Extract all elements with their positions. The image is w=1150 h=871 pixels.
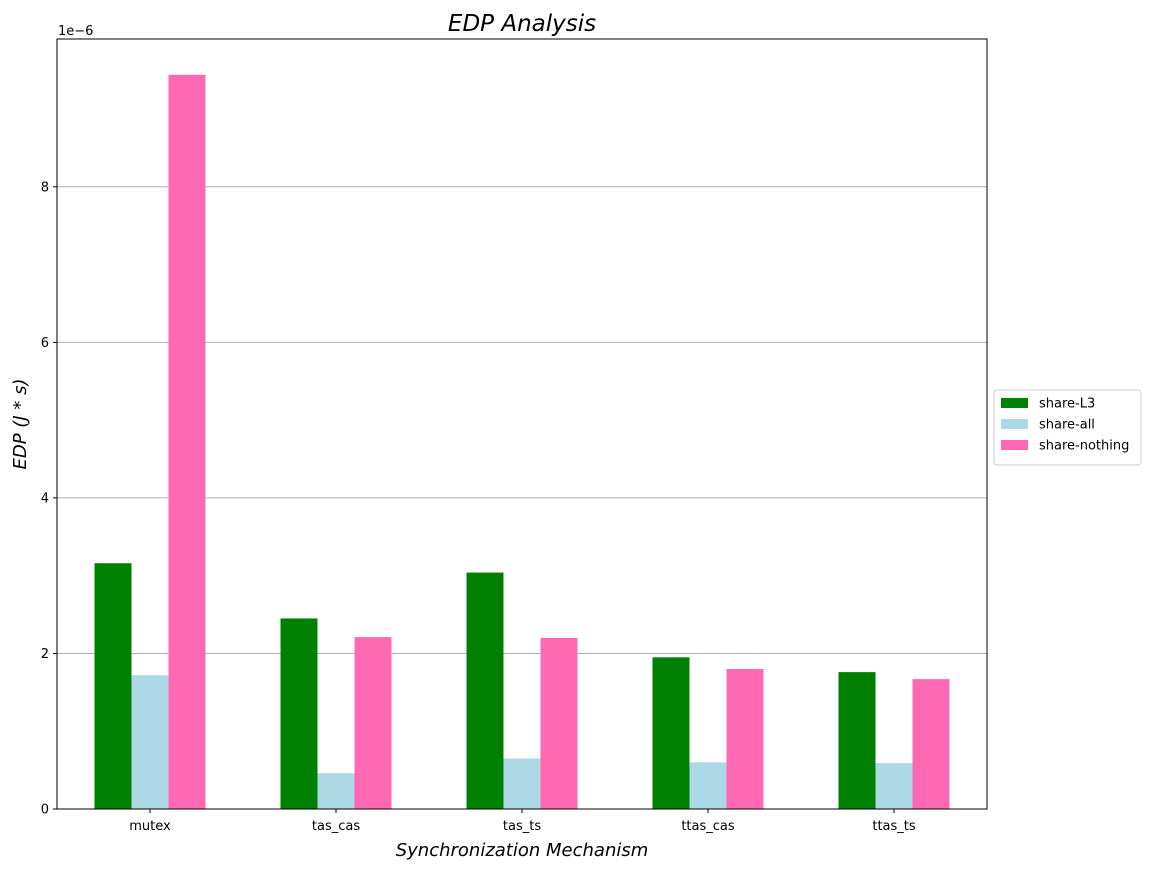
legend-frame: [993, 389, 1142, 466]
y-tick-label: 4: [41, 491, 49, 506]
bar-share-L3-tas_ts: [466, 572, 504, 809]
y-tick-label: 2: [41, 647, 49, 662]
y-tick-label: 6: [41, 336, 49, 351]
y-tick-label: 0: [41, 803, 49, 818]
y-tick-label: 8: [41, 180, 49, 195]
y-axis-ticks: 0 2 4 6 8: [41, 180, 57, 818]
bar-share-all-tas_ts: [503, 758, 541, 809]
legend: share-L3 share-all share-nothing: [993, 389, 1142, 466]
bar-share-nothing-mutex: [168, 74, 206, 810]
bar-share-nothing-ttas_cas: [726, 669, 764, 809]
bar-share-all-ttas_cas: [689, 762, 727, 809]
x-tick-label-tas_cas: tas_cas: [312, 819, 360, 834]
legend-label-share-nothing: share-nothing: [1039, 439, 1129, 454]
bar-share-all-tas_cas: [317, 773, 355, 809]
bar-share-L3-tas_cas: [280, 618, 318, 809]
legend-swatch-share-nothing: [1001, 440, 1028, 450]
y-axis-label: EDP (J * s): [10, 379, 31, 470]
bar-share-nothing-ttas_ts: [912, 679, 950, 809]
x-tick-label-ttas_ts: ttas_ts: [872, 819, 916, 834]
legend-label-share-L3: share-L3: [1039, 397, 1095, 412]
y-gridlines: [57, 186, 987, 654]
legend-label-share-all: share-all: [1039, 418, 1095, 433]
bars: [94, 74, 950, 810]
bar-share-nothing-tas_ts: [540, 637, 578, 809]
bar-share-all-mutex: [131, 675, 169, 809]
legend-swatch-share-L3: [1001, 398, 1028, 408]
legend-swatch-share-all: [1001, 419, 1028, 429]
bar-share-all-ttas_ts: [875, 763, 913, 809]
bar-share-L3-mutex: [94, 563, 132, 809]
x-axis-label: Synchronization Mechanism: [396, 840, 649, 861]
x-tick-label-ttas_cas: ttas_cas: [681, 819, 735, 834]
bar-share-L3-ttas_cas: [652, 657, 690, 809]
bar-share-L3-ttas_ts: [838, 672, 876, 809]
x-tick-label-tas_ts: tas_ts: [503, 819, 541, 834]
y-axis-label-operator: *: [10, 401, 31, 410]
chart-title: EDP Analysis: [448, 11, 596, 37]
bar-share-nothing-tas_cas: [354, 637, 392, 809]
y-axis-offset-text: 1e−6: [58, 24, 93, 39]
x-axis-ticks: mutex tas_cas tas_ts ttas_cas ttas_ts: [129, 809, 916, 834]
x-tick-label-mutex: mutex: [129, 819, 171, 834]
